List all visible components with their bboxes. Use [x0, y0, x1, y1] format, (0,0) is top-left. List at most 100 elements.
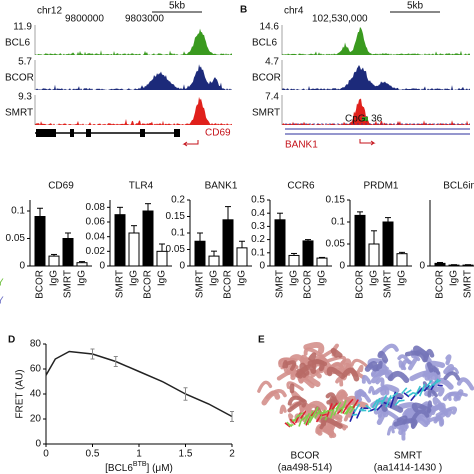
- ribbon: [445, 354, 452, 366]
- chart-title: CCR6: [287, 181, 315, 192]
- y-tick-label: 0.4: [251, 208, 265, 219]
- track-name: BCL6: [5, 38, 30, 49]
- y-tick-label: 0.05: [166, 244, 186, 255]
- ligand-stick: [374, 397, 381, 411]
- ligand-stick: [319, 409, 326, 420]
- x-tick-label: SMRT: [383, 270, 394, 298]
- panel-letter: E: [258, 335, 265, 346]
- chart-title: CD69: [48, 181, 74, 192]
- x-axis-label-part: BTB: [133, 461, 147, 468]
- structure-label: SMRT: [394, 451, 422, 462]
- ribbon: [286, 381, 304, 391]
- ribbon: [456, 377, 474, 391]
- ribbon: [443, 364, 455, 375]
- x-tick-label: SMRT: [463, 270, 474, 298]
- bar: [236, 247, 248, 267]
- ribbon: [282, 359, 289, 369]
- ligand-stick: [376, 404, 383, 411]
- legend-mark: Y: [0, 296, 4, 307]
- chart-title: PRDM1: [363, 181, 398, 192]
- ribbon: [308, 352, 317, 363]
- bar: [382, 221, 394, 267]
- ribbon: [334, 389, 348, 401]
- track-max: 9.3: [18, 92, 32, 103]
- ribbon: [410, 409, 430, 422]
- chart-title: BANK1: [205, 181, 238, 192]
- ribbon: [257, 380, 273, 393]
- ribbon: [278, 357, 298, 368]
- ligand-stick: [289, 418, 296, 426]
- chart-title: BCL6int: [443, 181, 474, 192]
- x-tick-label: IgG: [157, 270, 168, 286]
- ribbon: [361, 374, 372, 385]
- y-tick-label: 0.06: [86, 217, 106, 228]
- track-max: 5.7: [18, 57, 32, 68]
- x-tick-label: SMRT: [115, 270, 126, 298]
- ligand-stick: [394, 399, 401, 407]
- ribbon: [323, 355, 347, 365]
- y-tick-label: 0.05: [326, 239, 346, 250]
- track-name: SMRT: [252, 108, 280, 119]
- ribbon: [287, 395, 306, 406]
- y-tick-label: 0.1: [11, 206, 25, 217]
- bar: [434, 262, 446, 267]
- ribbon: [330, 347, 343, 358]
- y-tick-label: 0: [19, 261, 25, 272]
- y-tick-label: 0: [339, 261, 345, 272]
- track-max: 4.7: [265, 57, 279, 68]
- bar: [156, 250, 168, 267]
- y-tick-label: 0: [35, 439, 41, 450]
- y-tick-label: 20: [30, 414, 42, 425]
- bar: [222, 219, 234, 267]
- exon: [36, 129, 56, 137]
- ligand-stick: [358, 407, 365, 412]
- exon: [86, 129, 91, 137]
- coordinate: 102,530,000: [312, 14, 368, 25]
- ligand-stick: [340, 399, 347, 414]
- ligand-stick: [314, 409, 321, 419]
- bar: [316, 257, 328, 267]
- bar: [62, 238, 74, 267]
- x-tick-label: IgG: [77, 270, 88, 286]
- x-axis-label-part: [BCL6: [105, 463, 133, 474]
- y-tick-label: 0.05: [6, 233, 26, 244]
- ribbon: [443, 371, 461, 381]
- ribbon: [307, 359, 325, 372]
- bar: [448, 264, 460, 267]
- y-tick-label: 0.2: [251, 234, 265, 245]
- track-name: BCOR: [252, 73, 281, 84]
- ribbon: [398, 360, 407, 371]
- ligand-stick: [414, 385, 421, 397]
- gene-name: BANK1: [285, 140, 318, 151]
- ribbon: [432, 377, 454, 390]
- ligand-stick: [399, 399, 405, 402]
- bar: [208, 255, 220, 267]
- track-name: SMRT: [5, 108, 33, 119]
- y-axis-label: FRET (AU): [15, 369, 26, 418]
- ribbon: [350, 358, 369, 369]
- x-tick-label: BCOR: [35, 270, 46, 299]
- ligand-stick: [369, 408, 376, 412]
- y-tick-label: 0.1: [171, 228, 185, 239]
- y-tick-label: 0.15: [166, 211, 186, 222]
- ligand-stick: [335, 401, 342, 410]
- cpg-island: [362, 117, 368, 121]
- y-tick-label: 40: [30, 389, 42, 400]
- ligand-stick: [288, 423, 294, 427]
- structure-label: BCOR: [291, 451, 320, 462]
- y-tick-label: 0: [99, 261, 105, 272]
- x-tick-label: 1: [136, 449, 142, 460]
- bar: [76, 262, 88, 267]
- ribbon: [335, 376, 344, 387]
- ligand-stick: [380, 394, 388, 405]
- x-tick-label: IgG: [449, 270, 460, 286]
- ribbon: [411, 402, 432, 413]
- x-tick-label: IgG: [49, 270, 60, 286]
- ribbon: [287, 399, 307, 413]
- ligand-stick: [312, 406, 319, 417]
- track-max: 7.4: [265, 92, 279, 103]
- ligand-stick: [352, 413, 358, 416]
- y-tick-label: 0.5: [251, 195, 265, 206]
- x-tick-label: IgG: [369, 270, 380, 286]
